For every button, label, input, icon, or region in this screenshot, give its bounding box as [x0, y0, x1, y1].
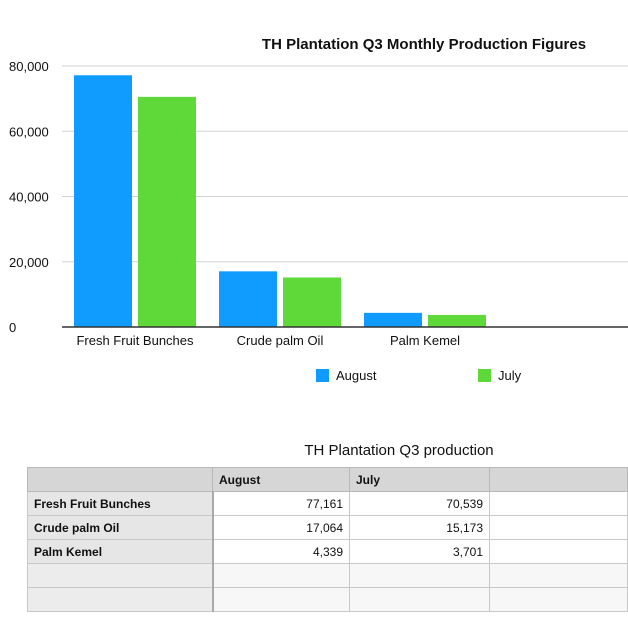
table-title: TH Plantation Q3 production: [304, 442, 494, 459]
cell-empty: [489, 515, 628, 540]
bar-august-0: [74, 75, 132, 327]
cell-august: 4,339: [212, 539, 350, 564]
cell-august: 77,161: [212, 491, 350, 516]
bar-august-2: [364, 312, 422, 327]
table-header-cell: [27, 467, 213, 492]
x-tick-label: Fresh Fruit Bunches: [76, 333, 194, 348]
bar-chart: TH Plantation Q3 Monthly Production Figu…: [9, 36, 628, 383]
bar-july-0: [138, 96, 196, 327]
x-tick-label: Palm Kemel: [390, 333, 460, 348]
cell-empty: [489, 491, 628, 516]
row-label: Crude palm Oil: [27, 515, 214, 540]
row-label: [27, 563, 214, 588]
table-empty-row: [27, 563, 628, 588]
cell-empty: [212, 587, 350, 612]
table-header-cell: [489, 467, 628, 492]
cell-july: 15,173: [349, 515, 490, 540]
table-header-cell: August: [212, 467, 350, 492]
cell-empty: [349, 587, 490, 612]
cell-empty: [489, 587, 628, 612]
cell-empty: [349, 563, 490, 588]
table-row: Crude palm Oil 17,064 15,173: [27, 515, 628, 540]
y-tick-label: 40,000: [9, 190, 49, 205]
row-label: Palm Kemel: [27, 539, 214, 564]
cell-empty: [489, 539, 628, 564]
bar-july-2: [428, 314, 486, 327]
row-label: [27, 587, 214, 612]
bar-august-1: [219, 271, 277, 327]
legend-swatch-august: [316, 369, 329, 382]
bar-july-1: [283, 277, 341, 327]
y-tick-label: 60,000: [9, 124, 49, 139]
x-tick-label: Crude palm Oil: [237, 333, 324, 348]
cell-empty: [212, 563, 350, 588]
table-header-cell: July: [349, 467, 490, 492]
legend-swatch-july: [478, 369, 491, 382]
y-tick-label: 0: [9, 320, 16, 335]
table-row: Palm Kemel 4,339 3,701: [27, 539, 628, 564]
legend-label-august: August: [336, 368, 377, 383]
cell-july: 3,701: [349, 539, 490, 564]
cell-july: 70,539: [349, 491, 490, 516]
row-label: Fresh Fruit Bunches: [27, 491, 214, 516]
cell-empty: [489, 563, 628, 588]
legend-label-july: July: [498, 368, 522, 383]
y-tick-label: 20,000: [9, 255, 49, 270]
chart-title: TH Plantation Q3 Monthly Production Figu…: [262, 36, 586, 53]
cell-august: 17,064: [212, 515, 350, 540]
production-table: August July Fresh Fruit Bunches 77,161 70,53…: [27, 467, 628, 612]
table-header-row: August July: [27, 467, 628, 492]
table-empty-row: [27, 587, 628, 612]
y-tick-label: 80,000: [9, 59, 49, 74]
table-row: Fresh Fruit Bunches 77,161 70,539: [27, 491, 628, 516]
